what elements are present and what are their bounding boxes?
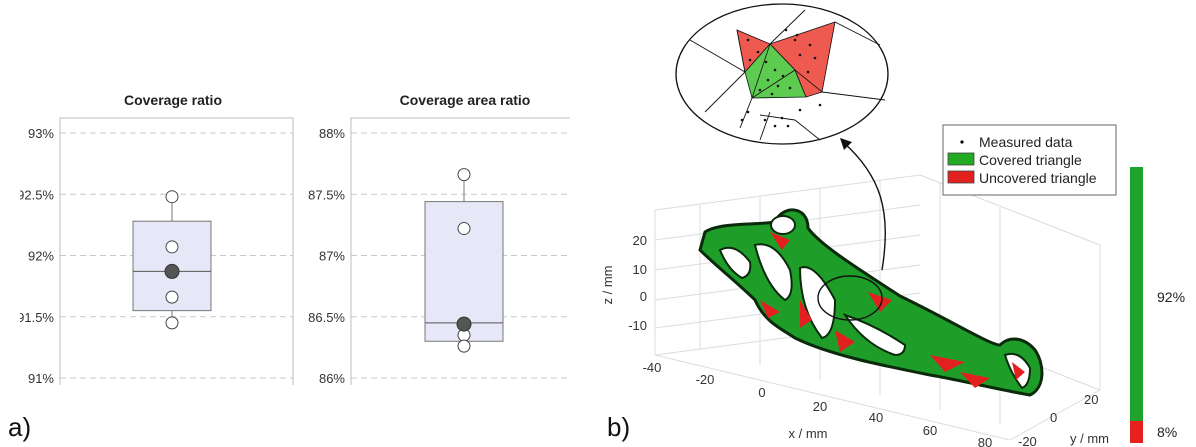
mesh-body [698, 208, 1044, 397]
legend-label: Covered triangle [979, 152, 1082, 168]
data-point [165, 290, 179, 304]
y-tick-labels: 91% 91.5% 92% 92.5% 93% [20, 126, 54, 385]
x-tick-labels: -40 -20 0 20 40 60 80 [643, 360, 993, 447]
zoom-inset [675, 3, 889, 145]
y-axis-label: y / mm [1070, 431, 1109, 446]
mean-marker [164, 263, 180, 279]
colorbar-label: 8% [1157, 424, 1177, 440]
y-tick-label: 92.5% [20, 187, 54, 202]
z-tick-label: 0 [640, 289, 647, 304]
legend-label: Uncovered triangle [979, 170, 1097, 186]
data-point [457, 339, 471, 353]
panel-a-label: a) [8, 412, 32, 442]
measured-points [740, 28, 822, 128]
uncovered-triangle [794, 69, 823, 98]
y-tick-label: 91% [28, 371, 54, 385]
grid-lines [60, 132, 293, 379]
x-tick-label: -40 [643, 360, 662, 375]
chart-title: Coverage ratio [124, 92, 222, 108]
uncovered-swatch [947, 170, 975, 184]
data-point [165, 240, 179, 254]
mesh-hole [718, 246, 752, 280]
y-tick-label: 88% [319, 126, 345, 141]
x-axis-label: x / mm [789, 426, 828, 441]
y-tick-label: 20 [1084, 392, 1098, 407]
z-tick-label: 10 [633, 262, 647, 277]
measured-data-marker [960, 140, 964, 144]
z-tick-label: 20 [633, 233, 647, 248]
uncovered-patch [960, 372, 990, 388]
x-tick-label: 20 [813, 399, 827, 414]
plot-frame [350, 117, 570, 385]
y-tick-labels: 86% 86.5% 87% 87.5% 88% [308, 126, 345, 385]
mean-marker [456, 316, 472, 332]
box-marks [132, 190, 212, 330]
x-tick-label: 0 [758, 385, 765, 400]
mesh-hole [753, 243, 793, 302]
x-tick-label: 40 [869, 410, 883, 425]
mesh-hole [770, 215, 796, 235]
plot-frame [59, 117, 294, 385]
mesh-hole [798, 266, 837, 340]
x-tick-label: -20 [696, 372, 715, 387]
y-tick-label: 87.5% [308, 187, 345, 202]
y-tick-label: 92% [28, 249, 54, 264]
mesh-hole [842, 313, 907, 357]
y-tick-labels: 20 0 -20 [1018, 392, 1098, 447]
uncovered-patch [770, 232, 790, 250]
y-tick-label: 86.5% [308, 310, 345, 325]
x-tick-label: 80 [978, 435, 992, 447]
y-tick-label: -20 [1018, 434, 1037, 447]
callout-circle [817, 275, 883, 321]
colorbar: 92% 8% [1130, 167, 1185, 443]
uncovered-patch [760, 300, 780, 318]
uncovered-patch [930, 355, 965, 372]
chart-title: Coverage area ratio [400, 92, 531, 108]
data-point [165, 316, 179, 330]
data-point [457, 222, 471, 236]
data-point [165, 190, 179, 204]
callout-arrow [842, 141, 887, 271]
arrow-head-icon [840, 138, 852, 150]
legend-label: Measured data [979, 134, 1073, 150]
y-tick-label: 87% [319, 249, 345, 264]
legend: Measured data Covered triangle Uncovered… [942, 124, 1117, 196]
y-tick-label: 91.5% [20, 310, 54, 325]
coverage-area-ratio-boxplot: Coverage area ratio 86% 86.5% 87% 87.5% 88% [308, 92, 570, 385]
mesh-part [698, 208, 1044, 397]
uncovered-patch [1012, 362, 1025, 380]
data-point [457, 168, 471, 182]
coverage-ratio-boxplot: Coverage ratio 91% 91.5% 92% 92.5% 93% [20, 92, 294, 385]
colorbar-covered [1130, 167, 1143, 421]
y-tick-label: 0 [1050, 410, 1057, 425]
uncovered-patch [800, 300, 812, 328]
x-tick-label: 60 [923, 423, 937, 438]
y-tick-label: 86% [319, 371, 345, 385]
box-marks [424, 168, 504, 353]
colorbar-uncovered [1130, 421, 1143, 443]
z-tick-labels: 20 10 0 -10 [628, 233, 647, 333]
uncovered-patch [835, 330, 855, 352]
panel-b-label: b) [607, 412, 631, 442]
colorbar-label: 92% [1157, 289, 1185, 305]
z-axis-label: z / mm [600, 266, 615, 305]
mesh-3d-plot: z / mm 20 10 0 -10 -40 -20 0 20 40 60 80… [600, 3, 1185, 447]
uncovered-patch [868, 292, 892, 312]
z-tick-label: -10 [628, 318, 647, 333]
y-tick-label: 93% [28, 126, 54, 141]
covered-swatch [947, 152, 975, 166]
